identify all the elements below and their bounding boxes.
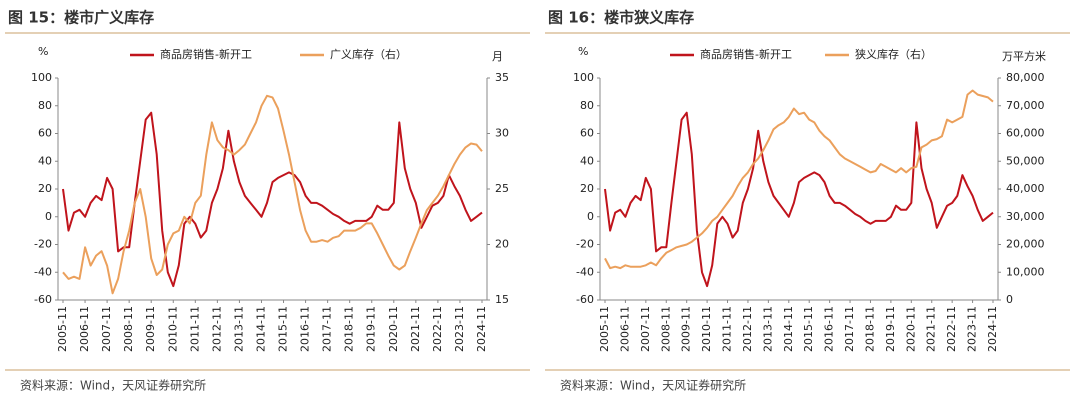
y-tick-label: -20 (34, 238, 52, 251)
x-tick-label: 2009-11 (680, 306, 693, 352)
y2-tick-label: 20,000 (1006, 238, 1045, 251)
source-note: 资料来源：Wind，天风证券研究所 (560, 378, 746, 393)
x-tick-label: 2017-11 (843, 306, 856, 352)
series-line (604, 111, 994, 288)
chart-title: 图 16：楼市狭义库存 (548, 9, 694, 27)
y2-tick-label: 40,000 (1006, 182, 1045, 195)
x-tick-label: 2006-11 (618, 306, 631, 352)
y-tick-label: -60 (34, 293, 52, 306)
y-tick-label: 40 (580, 154, 594, 167)
x-tick-label: 2024-11 (475, 306, 488, 352)
y2-tick-label: 30,000 (1006, 210, 1045, 223)
x-tick-label: 2022-11 (431, 306, 444, 352)
x-tick-label: 2024-11 (986, 306, 999, 352)
y-tick-label: 60 (38, 127, 52, 140)
y-tick-label: 20 (580, 182, 594, 195)
x-tick-label: 2008-11 (659, 306, 672, 352)
y2-tick-label: 15 (495, 293, 509, 306)
x-tick-label: 2017-11 (321, 306, 334, 352)
x-tick-label: 2010-11 (700, 306, 713, 352)
y2-tick-label: 30 (495, 127, 509, 140)
x-tick-label: 2015-11 (277, 306, 290, 352)
y2-tick-label: 60,000 (1006, 127, 1045, 140)
series-line (604, 89, 994, 270)
y2-tick-label: 35 (495, 71, 509, 84)
x-tick-label: 2015-11 (802, 306, 815, 352)
legend-label: 商品房销售-新开工 (160, 47, 252, 61)
y-tick-label: 0 (587, 210, 594, 223)
y2-tick-label: 10,000 (1006, 265, 1045, 278)
y2-tick-label: 50,000 (1006, 154, 1045, 167)
x-tick-label: 2012-11 (210, 306, 223, 352)
y2-tick-label: 0 (1006, 293, 1013, 306)
y-tick-label: 100 (31, 71, 52, 84)
y2-axis-unit: 万平方米 (1002, 49, 1046, 63)
chart-title: 图 15：楼市广义库存 (8, 9, 154, 27)
x-tick-label: 2023-11 (966, 306, 979, 352)
x-tick-label: 2022-11 (945, 306, 958, 352)
y2-tick-label: 80,000 (1006, 71, 1045, 84)
y-tick-label: 80 (580, 99, 594, 112)
x-tick-label: 2023-11 (453, 306, 466, 352)
x-tick-label: 2011-11 (188, 306, 201, 352)
legend-label: 广义库存（右） (330, 47, 407, 61)
x-tick-label: 2005-11 (56, 306, 69, 352)
x-tick-label: 2019-11 (365, 306, 378, 352)
y-tick-label: 100 (573, 71, 594, 84)
x-tick-label: 2013-11 (232, 306, 245, 352)
y-tick-label: 80 (38, 99, 52, 112)
series-line (62, 111, 483, 288)
y-axis-unit: % (578, 45, 588, 58)
x-tick-label: 2011-11 (721, 306, 734, 352)
x-tick-label: 2014-11 (254, 306, 267, 352)
y-tick-label: -20 (576, 238, 594, 251)
x-tick-label: 2018-11 (863, 306, 876, 352)
y-tick-label: -60 (576, 293, 594, 306)
x-tick-label: 2019-11 (884, 306, 897, 352)
source-note: 资料来源：Wind，天风证券研究所 (20, 378, 206, 393)
y2-axis-unit: 月 (492, 50, 503, 63)
y2-tick-label: 70,000 (1006, 99, 1045, 112)
x-tick-label: 2014-11 (782, 306, 795, 352)
x-tick-label: 2018-11 (343, 306, 356, 352)
x-tick-label: 2007-11 (639, 306, 652, 352)
y-tick-label: 0 (45, 210, 52, 223)
x-tick-label: 2020-11 (904, 306, 917, 352)
x-tick-label: 2006-11 (78, 306, 91, 352)
y-axis-unit: % (38, 45, 48, 58)
x-tick-label: 2013-11 (761, 306, 774, 352)
x-tick-label: 2012-11 (741, 306, 754, 352)
x-tick-label: 2005-11 (598, 306, 611, 352)
y-tick-label: 20 (38, 182, 52, 195)
legend-label: 狭义库存（右） (855, 47, 932, 61)
x-tick-label: 2008-11 (122, 306, 135, 352)
x-tick-label: 2016-11 (823, 306, 836, 352)
legend-label: 商品房销售-新开工 (700, 47, 792, 61)
y-tick-label: -40 (576, 265, 594, 278)
x-tick-label: 2021-11 (925, 306, 938, 352)
x-tick-label: 2021-11 (409, 306, 422, 352)
y-tick-label: 60 (580, 127, 594, 140)
x-tick-label: 2009-11 (144, 306, 157, 352)
x-tick-label: 2010-11 (166, 306, 179, 352)
y-tick-label: -40 (34, 265, 52, 278)
x-tick-label: 2020-11 (387, 306, 400, 352)
x-tick-label: 2016-11 (299, 306, 312, 352)
y-tick-label: 40 (38, 154, 52, 167)
y2-tick-label: 25 (495, 182, 509, 195)
series-line (62, 94, 483, 295)
x-tick-label: 2007-11 (100, 306, 113, 352)
y2-tick-label: 20 (495, 238, 509, 251)
